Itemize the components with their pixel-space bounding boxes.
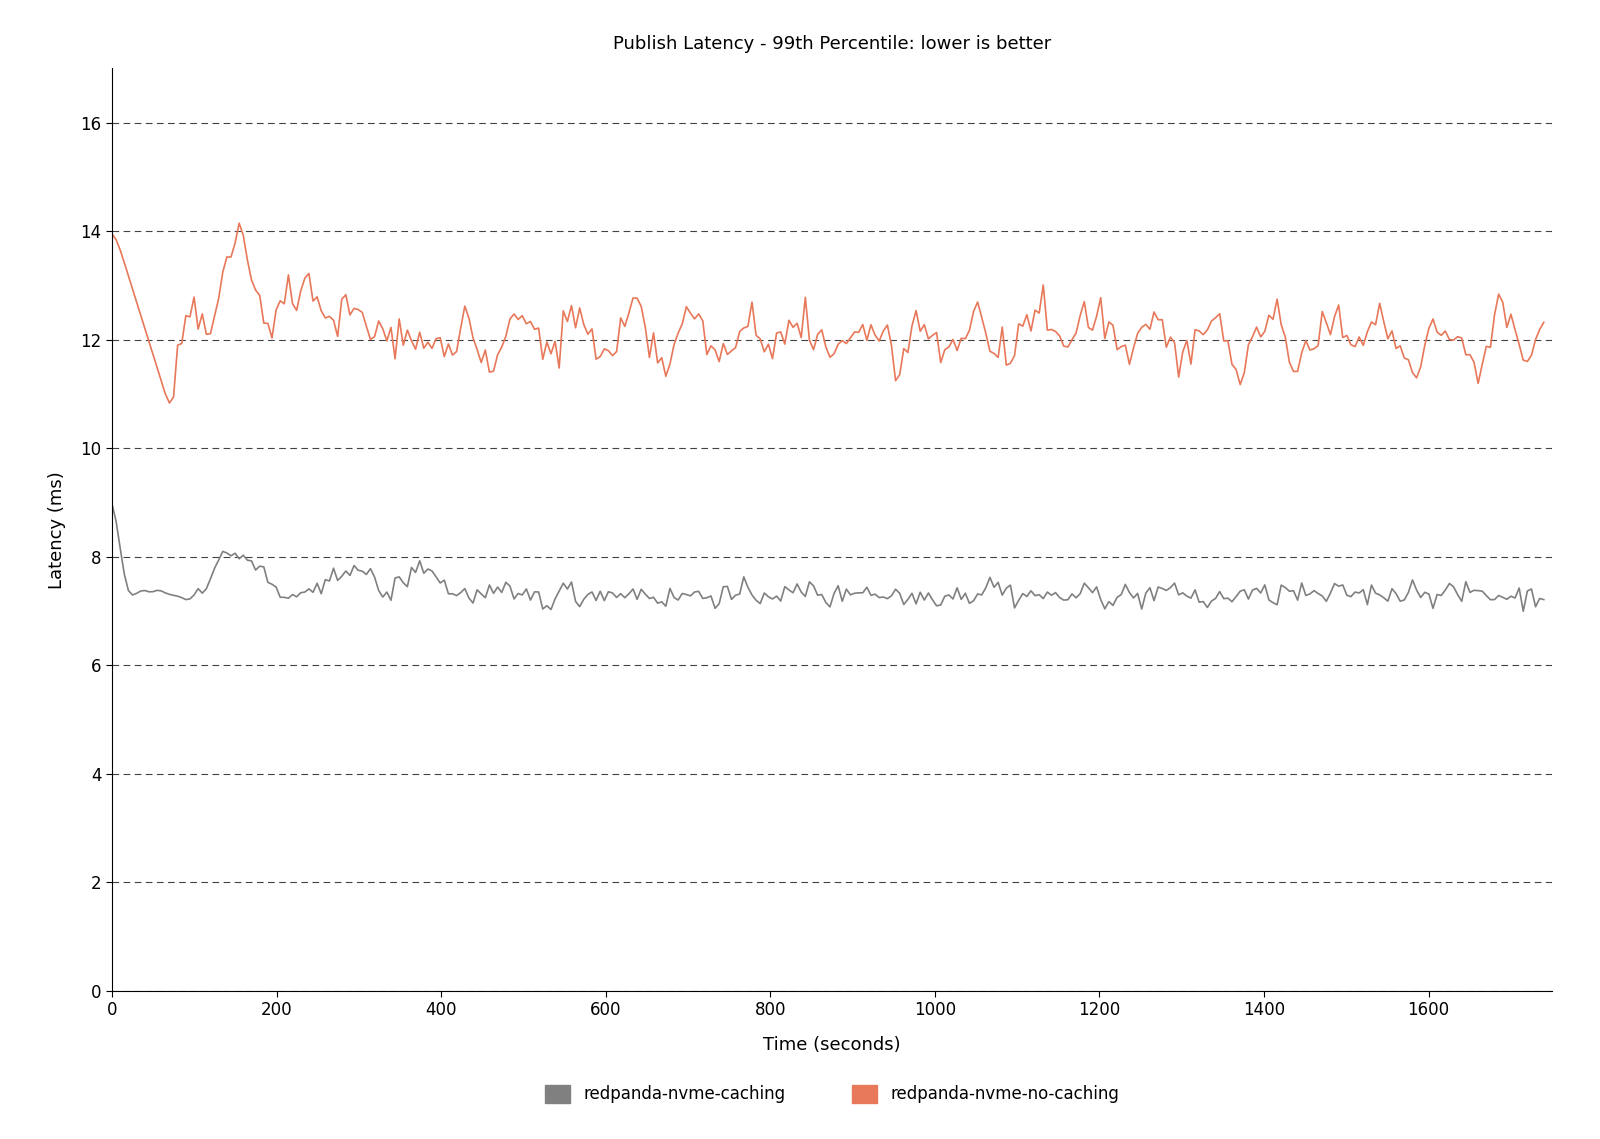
redpanda-nvme-caching xyxy=(947,581,966,595)
Line: redpanda-nvme-caching: redpanda-nvme-caching xyxy=(112,503,1544,612)
redpanda-nvme-caching xyxy=(866,588,885,601)
Y-axis label: Latency (ms): Latency (ms) xyxy=(48,470,67,589)
redpanda-nvme-no-caching xyxy=(229,216,248,230)
redpanda-nvme-caching xyxy=(483,587,502,600)
Legend: redpanda-nvme-caching, redpanda-nvme-no-caching: redpanda-nvme-caching, redpanda-nvme-no-… xyxy=(536,1076,1128,1112)
redpanda-nvme-caching xyxy=(1518,584,1538,598)
Title: Publish Latency - 99th Percentile: lower is better: Publish Latency - 99th Percentile: lower… xyxy=(613,35,1051,52)
redpanda-nvme-caching xyxy=(1472,584,1491,598)
redpanda-nvme-no-caching xyxy=(1482,341,1501,354)
redpanda-nvme-no-caching xyxy=(160,396,179,410)
Line: redpanda-nvme-no-caching: redpanda-nvme-no-caching xyxy=(112,223,1544,403)
redpanda-nvme-no-caching xyxy=(874,325,893,338)
redpanda-nvme-no-caching xyxy=(493,341,512,354)
redpanda-nvme-no-caching xyxy=(771,325,790,338)
redpanda-nvme-caching xyxy=(1534,592,1554,606)
redpanda-nvme-caching xyxy=(763,592,782,606)
redpanda-nvme-caching xyxy=(1514,605,1533,618)
redpanda-nvme-no-caching xyxy=(955,331,974,345)
redpanda-nvme-no-caching xyxy=(1522,349,1541,362)
redpanda-nvme-caching xyxy=(102,497,122,510)
X-axis label: Time (seconds): Time (seconds) xyxy=(763,1036,901,1054)
redpanda-nvme-no-caching xyxy=(1534,316,1554,329)
redpanda-nvme-no-caching xyxy=(102,227,122,240)
